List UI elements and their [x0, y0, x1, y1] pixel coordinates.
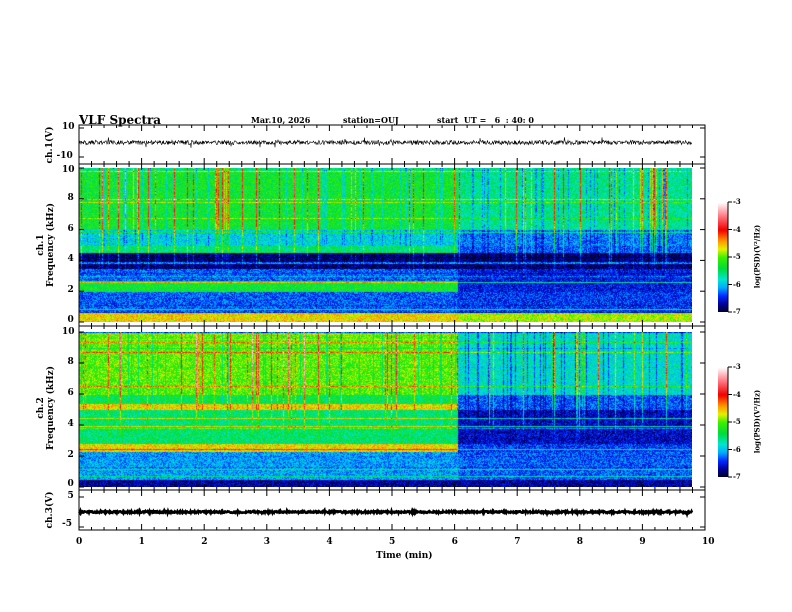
- colorbar-tick-label: -5: [733, 417, 741, 426]
- panel-frame: [78, 325, 706, 491]
- y-axis-label-line: ch.2: [36, 397, 46, 419]
- y-tick-label: 10: [62, 327, 75, 337]
- plot-title: VLF Spectra: [79, 113, 162, 127]
- y-axis-label-ch2-spectrogram: ch.2 Frequency (kHz): [36, 358, 56, 458]
- y-tick-label: 4: [67, 419, 74, 429]
- y-tick-label: 10: [62, 122, 75, 132]
- y-tick-label: 8: [67, 357, 74, 367]
- x-tick-label: 4: [326, 537, 333, 547]
- y-tick-label: -5: [62, 519, 72, 529]
- colorbar-label: log(PSD)(V²/Hz): [752, 389, 762, 454]
- x-tick-label: 10: [702, 537, 715, 547]
- x-tick-label: 8: [576, 537, 584, 547]
- date-label: Mar.10, 2026: [251, 115, 311, 125]
- y-axis-label-line: ch.3(V): [45, 491, 55, 529]
- y-tick-label: 5: [67, 491, 74, 501]
- start-time-label: start UT = 6 : 40: 0: [437, 115, 534, 125]
- y-axis-label-line: ch.1: [36, 234, 46, 256]
- ch1-waveform-line: [78, 137, 693, 148]
- colorbar-tick-label: -3: [733, 197, 741, 206]
- colorbar-tick-label: -6: [733, 279, 741, 289]
- y-tick-label: 4: [67, 254, 74, 265]
- ch1-spectrogram: [79, 168, 692, 322]
- colorbar-tick-label: -7: [733, 472, 741, 481]
- y-axis-label-ch1-spectrogram: ch.1 Frequency (kHz): [36, 195, 56, 295]
- station-label: station=OUJ: [343, 115, 399, 125]
- x-tick-label: 0: [76, 537, 83, 547]
- y-axis-label-ch1-waveform: ch.1(V): [45, 95, 55, 195]
- y-tick-label: 10: [62, 165, 75, 175]
- y-tick-label: 6: [67, 388, 74, 398]
- x-tick-label: 5: [389, 537, 396, 547]
- colorbar-tick-label: -3: [733, 362, 741, 371]
- x-tick-label: 1: [138, 537, 145, 547]
- y-axis-label-line: ch.1(V): [45, 126, 55, 163]
- y-tick-label: 0: [67, 315, 74, 325]
- x-axis-label: Time (min): [376, 551, 433, 561]
- colorbar-tick-label: -4: [733, 389, 741, 399]
- y-tick-label: -10: [56, 151, 73, 161]
- y-axis-label-line: Frequency (kHz): [46, 203, 56, 288]
- y-tick-label: 0: [67, 479, 74, 489]
- y-axis-label-line: Frequency (kHz): [46, 366, 56, 451]
- colorbar-tick-label: -6: [733, 444, 741, 454]
- y-tick-label: 8: [67, 192, 74, 203]
- y-tick-label: 6: [67, 223, 74, 234]
- y-tick-label: 2: [67, 450, 74, 460]
- colorbar-tick-label: -5: [733, 252, 741, 261]
- ch2-spectrogram: [79, 332, 692, 487]
- x-tick-label: 6: [451, 537, 458, 547]
- colorbar-tick-label: -4: [733, 224, 741, 234]
- x-tick-label: 7: [514, 537, 521, 547]
- panel-frame: [78, 163, 706, 327]
- ch1-colorbar: [718, 202, 728, 312]
- ch3-waveform-line: [78, 506, 694, 519]
- y-tick-label: 2: [67, 285, 74, 296]
- x-tick-label: 2: [201, 537, 208, 547]
- colorbar-label: log(PSD)(V²/Hz): [752, 224, 762, 289]
- colorbar-tick-label: -7: [733, 307, 741, 316]
- x-tick-label: 3: [263, 537, 271, 547]
- x-tick-label: 9: [639, 537, 646, 547]
- ch2-colorbar: [718, 367, 728, 477]
- y-axis-label-ch3-waveform: ch.3(V): [45, 460, 55, 560]
